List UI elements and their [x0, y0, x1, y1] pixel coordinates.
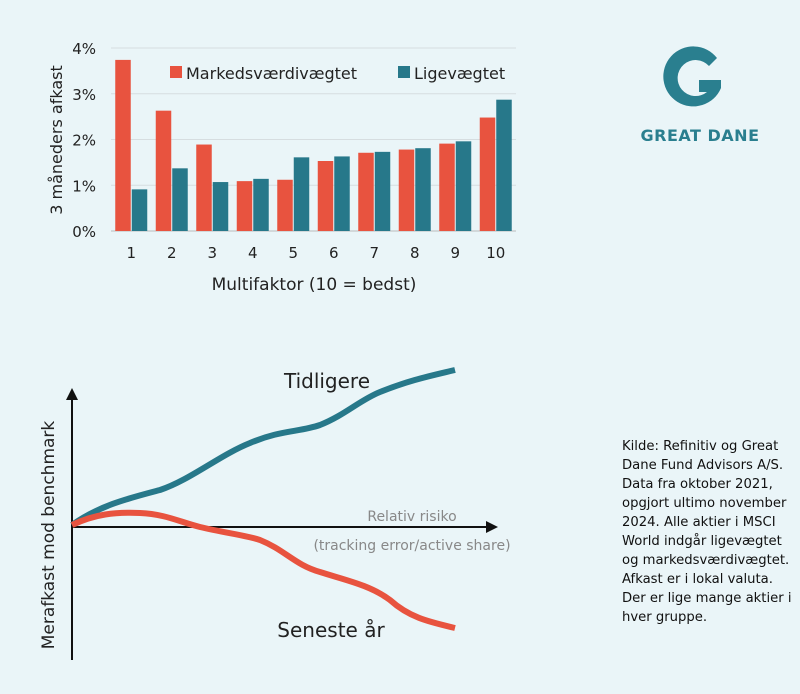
bar-ligevaegtet-5 — [293, 157, 310, 231]
bar-ligevaegtet-8 — [415, 148, 431, 231]
legend-label-ligevaegtet: Ligevægtet — [414, 64, 505, 83]
x-axis-sublabel: (tracking error/active share) — [313, 538, 510, 554]
x-tick-label: 2 — [167, 244, 177, 262]
bar-markedsvaerdivaegtet-6 — [317, 161, 334, 231]
x-tick-label: 8 — [410, 244, 420, 262]
bar-markedsvaerdivaegtet-3 — [196, 144, 212, 231]
bar-ligevaegtet-10 — [496, 99, 512, 231]
x-tick-label: 1 — [126, 244, 136, 262]
bar-ligevaegtet-9 — [455, 141, 472, 231]
upper-line — [70, 367, 456, 528]
bar-ligevaegtet-7 — [374, 151, 391, 231]
y-tick-label: 0% — [72, 223, 96, 241]
bar-markedsvaerdivaegtet-7 — [358, 152, 374, 231]
x-tick-label: 3 — [207, 244, 217, 262]
x-axis-arrow — [486, 521, 498, 533]
legend-swatch-ligevaegtet — [398, 66, 410, 78]
legend-swatch-markedsvaerdivaegtet — [170, 66, 182, 78]
logo-g-icon — [663, 46, 721, 107]
x-tick-label: 7 — [369, 244, 379, 262]
bar-markedsvaerdivaegtet-4 — [236, 181, 253, 231]
bar-markedsvaerdivaegtet-9 — [439, 143, 455, 231]
y-axis-arrow — [66, 388, 78, 400]
bar-markedsvaerdivaegtet-10 — [479, 117, 496, 231]
bar-markedsvaerdivaegtet-5 — [277, 179, 293, 231]
x-axis-label: Relativ risiko — [367, 509, 456, 525]
legend: Markedsværdivægtet Ligevægtet — [170, 64, 505, 83]
lower-line-label: Seneste år — [277, 618, 385, 642]
y-axis-label: Merafkast mod benchmark — [39, 421, 59, 650]
x-tick-label: 5 — [288, 244, 298, 262]
bar-markedsvaerdivaegtet-8 — [398, 149, 415, 231]
x-axis-label: Multifaktor (10 = bedst) — [212, 275, 417, 295]
legend-label-markedsvaerdivaegtet: Markedsværdivægtet — [186, 64, 357, 83]
x-tick-label: 10 — [486, 244, 505, 262]
y-tick-label: 3% — [72, 86, 96, 104]
logo-text: GREAT DANE — [640, 126, 760, 145]
x-tick-label: 6 — [329, 244, 339, 262]
bar-ligevaegtet-3 — [212, 182, 229, 231]
y-tick-label: 2% — [72, 132, 96, 150]
x-tick-label: 4 — [248, 244, 258, 262]
upper-line-label: Tidligere — [283, 369, 370, 393]
bar-markedsvaerdivaegtet-1 — [115, 59, 131, 231]
y-axis-label: 3 måneders afkast — [47, 65, 66, 214]
y-tick-label: 4% — [72, 40, 96, 58]
bar-chart: 0%1%2%3%4%1 2 3 4 5 6 7 8 9 10 3 måneders afkast … — [47, 40, 516, 295]
great-dane-logo — [655, 40, 735, 124]
lower-line — [70, 509, 456, 631]
x-tick-label: 9 — [450, 244, 460, 262]
source-note: Kilde: Refinitiv og Great Dane Fund Advi… — [622, 439, 792, 625]
bar-ligevaegtet-4 — [253, 178, 269, 231]
bar-ligevaegtet-1 — [131, 189, 148, 231]
bar-markedsvaerdivaegtet-2 — [155, 110, 172, 231]
bar-ligevaegtet-6 — [334, 156, 350, 231]
y-tick-label: 1% — [72, 177, 96, 195]
bar-ligevaegtet-2 — [172, 168, 188, 231]
risk-return-diagram: Merafkast mod benchmark Relativ risiko (… — [39, 367, 511, 660]
